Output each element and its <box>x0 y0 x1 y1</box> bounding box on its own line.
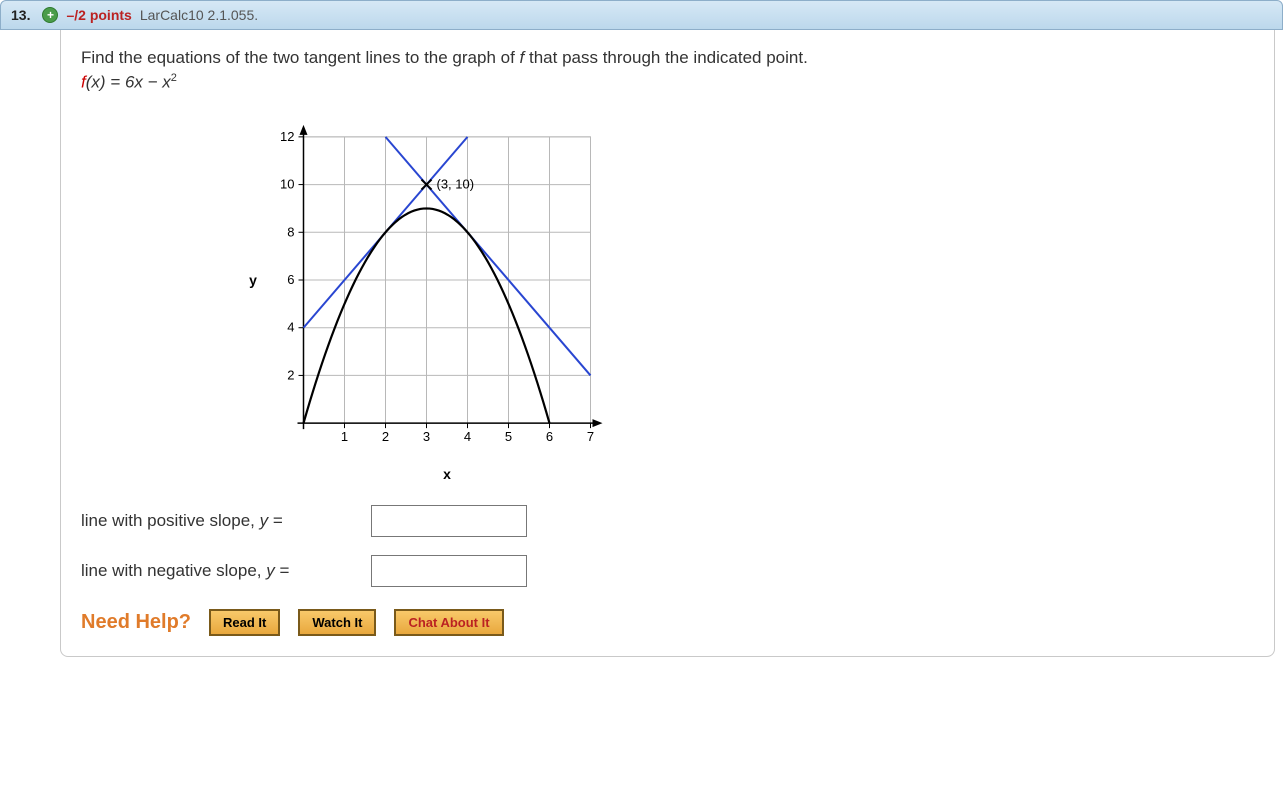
points-label: –/2 points <box>66 7 131 23</box>
svg-text:2: 2 <box>382 429 389 444</box>
graph-svg: 123456724681012xy(3, 10) <box>241 103 621 483</box>
svg-text:7: 7 <box>587 429 594 444</box>
answer-label-positive: line with positive slope, y = <box>81 511 371 531</box>
help-row: Need Help? Read It Watch It Chat About I… <box>81 609 1254 636</box>
svg-text:10: 10 <box>280 176 294 191</box>
read-it-button[interactable]: Read It <box>209 609 280 636</box>
answer-label-negative: line with negative slope, y = <box>81 561 371 581</box>
function-def: f(x) = 6x − x2 <box>81 72 1254 93</box>
svg-text:8: 8 <box>287 224 294 239</box>
answer-row-positive: line with positive slope, y = <box>81 505 1254 537</box>
svg-text:(3, 10): (3, 10) <box>437 176 475 191</box>
watch-it-button[interactable]: Watch It <box>298 609 376 636</box>
chat-about-it-button[interactable]: Chat About It <box>394 609 503 636</box>
svg-text:1: 1 <box>341 429 348 444</box>
need-help-label: Need Help? <box>81 611 191 634</box>
prompt-text: Find the equations of the two tangent li… <box>81 48 1254 68</box>
graph-container: 123456724681012xy(3, 10) <box>241 103 1254 487</box>
svg-text:2: 2 <box>287 367 294 382</box>
svg-text:5: 5 <box>505 429 512 444</box>
svg-text:4: 4 <box>287 319 294 334</box>
answer-row-negative: line with negative slope, y = <box>81 555 1254 587</box>
svg-text:4: 4 <box>464 429 471 444</box>
svg-text:6: 6 <box>546 429 553 444</box>
answer-input-positive[interactable] <box>371 505 527 537</box>
question-body: Find the equations of the two tangent li… <box>60 30 1275 657</box>
question-number: 13. <box>11 7 30 23</box>
svg-text:6: 6 <box>287 272 294 287</box>
question-header: 13. + –/2 points LarCalc10 2.1.055. <box>0 0 1283 30</box>
svg-text:12: 12 <box>280 129 294 144</box>
question-reference: LarCalc10 2.1.055. <box>140 7 258 23</box>
answers-block: line with positive slope, y = line with … <box>81 505 1254 587</box>
svg-text:3: 3 <box>423 429 430 444</box>
expand-icon[interactable]: + <box>42 7 58 23</box>
svg-text:y: y <box>249 272 257 288</box>
answer-input-negative[interactable] <box>371 555 527 587</box>
svg-text:x: x <box>443 466 451 482</box>
